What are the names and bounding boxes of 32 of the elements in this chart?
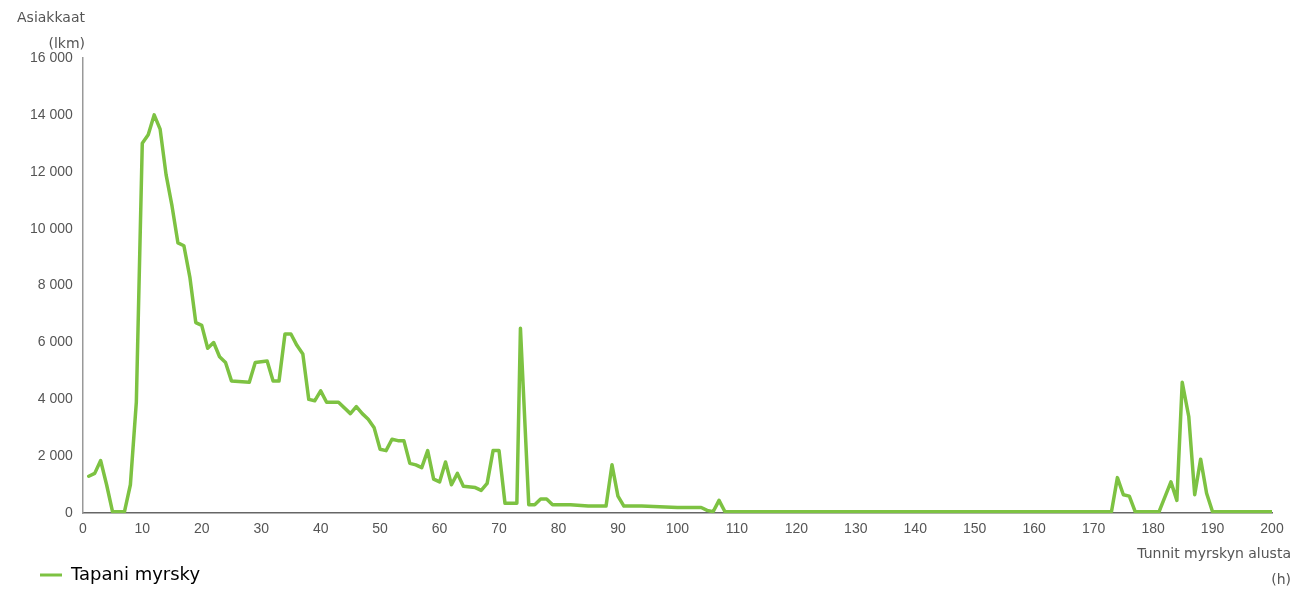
y-tick-label: 8 000 (37, 276, 74, 293)
x-tick-label: 70 (491, 520, 508, 537)
x-tick-label: 200 (1260, 520, 1284, 537)
x-tick-label: 60 (431, 520, 448, 537)
x-tick-label: 40 (312, 520, 329, 537)
legend-label: Tapani myrsky (70, 562, 201, 584)
x-tick-label: 170 (1081, 520, 1106, 537)
x-tick-label: 10 (134, 520, 151, 537)
y-tick-label: 0 (65, 504, 74, 521)
x-tick-label: 180 (1141, 520, 1165, 537)
y-tick-label: 12 000 (29, 162, 74, 179)
x-tick-label: 50 (372, 520, 389, 537)
y-tick-label: 14 000 (29, 105, 74, 122)
y-tick-label: 2 000 (37, 447, 74, 464)
x-tick-label: 100 (665, 520, 690, 537)
x-tick-label: 30 (253, 520, 270, 537)
x-tick-label: 80 (550, 520, 567, 537)
y-tick-label: 4 000 (37, 390, 74, 407)
x-tick-label: 20 (193, 520, 210, 537)
x-tick-label: 120 (784, 520, 809, 537)
x-tick-label: 0 (78, 520, 87, 537)
y-tick-label: 10 000 (29, 219, 74, 236)
y-tick-label: 6 000 (37, 333, 74, 350)
x-tick-label: 140 (903, 520, 928, 537)
x-tick-label: 90 (610, 520, 626, 537)
x-tick-label: 160 (1022, 520, 1047, 537)
x-tick-label: 150 (963, 520, 987, 537)
x-axis-title: Tunnit myrskyn alusta (h) (1136, 544, 1291, 589)
x-tick-label: 130 (844, 520, 868, 537)
x-tick-label: 110 (725, 520, 749, 537)
y-axis-title: Asiakkaat (lkm) (16, 8, 85, 52)
x-tick-label: 190 (1200, 520, 1225, 537)
